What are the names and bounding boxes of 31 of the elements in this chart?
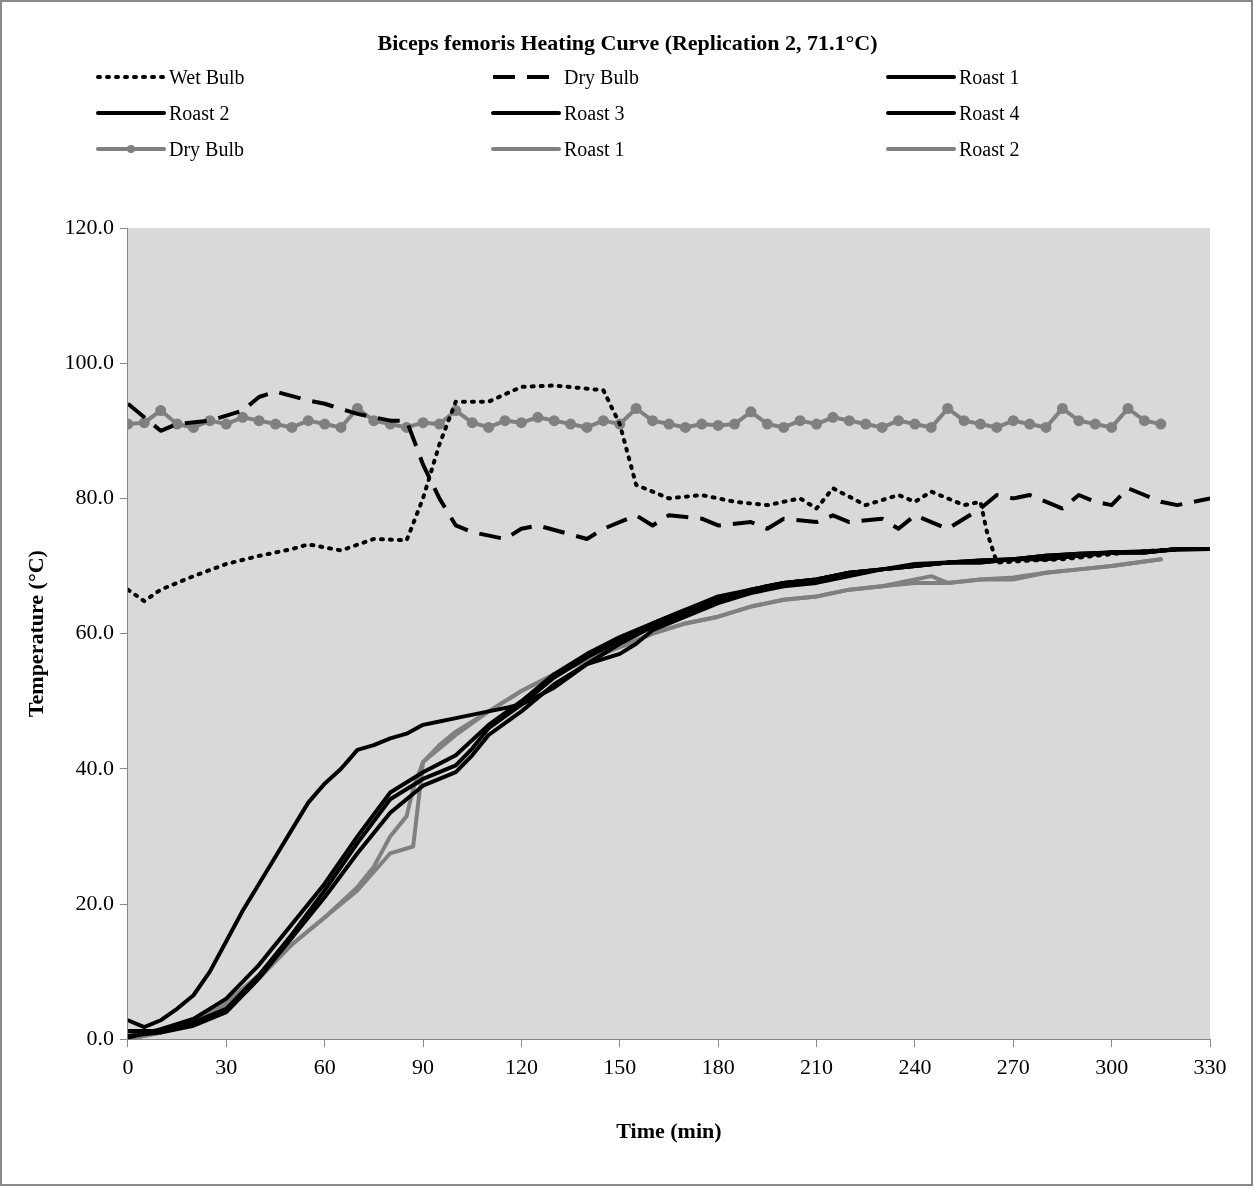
x-axis-title: Time (min): [616, 1118, 722, 1144]
legend-label: Roast 1: [564, 137, 625, 161]
x-tick-label: 180: [701, 1054, 735, 1080]
legend-label: Dry Bulb: [564, 65, 639, 89]
x-tick-label: 90: [412, 1054, 435, 1080]
legend-label: Roast 1: [959, 65, 1020, 89]
legend-label: Roast 2: [169, 101, 230, 125]
x-tick-label: 150: [603, 1054, 637, 1080]
x-tick-label: 30: [215, 1054, 238, 1080]
x-tick-label: 270: [996, 1054, 1030, 1080]
y-tick-label: 40.0: [75, 754, 114, 780]
y-tick-label: 120.0: [64, 213, 114, 239]
x-tick-label: 300: [1095, 1054, 1129, 1080]
x-tick-label: 210: [800, 1054, 834, 1080]
y-tick-label: 0.0: [86, 1024, 114, 1050]
x-tick-label: 0: [122, 1054, 134, 1080]
x-tick-label: 120: [504, 1054, 538, 1080]
legend-label: Roast 3: [564, 101, 625, 125]
y-tick-label: 100.0: [64, 348, 114, 374]
x-tick-label: 60: [313, 1054, 336, 1080]
legend-label: Roast 4: [959, 101, 1020, 125]
x-tick-label: 330: [1193, 1054, 1227, 1080]
y-tick-label: 20.0: [75, 889, 114, 915]
y-axis-title: Temperature (°C): [22, 550, 48, 718]
legend-label: Roast 2: [959, 137, 1020, 161]
x-tick-label: 240: [898, 1054, 932, 1080]
y-tick-label: 60.0: [75, 619, 114, 645]
chart-title: Biceps femoris Heating Curve (Replication 2, 71.1°C): [376, 30, 879, 56]
y-tick-label: 80.0: [75, 484, 114, 510]
legend-label: Dry Bulb: [169, 137, 244, 161]
legend-label: Wet Bulb: [169, 65, 245, 89]
